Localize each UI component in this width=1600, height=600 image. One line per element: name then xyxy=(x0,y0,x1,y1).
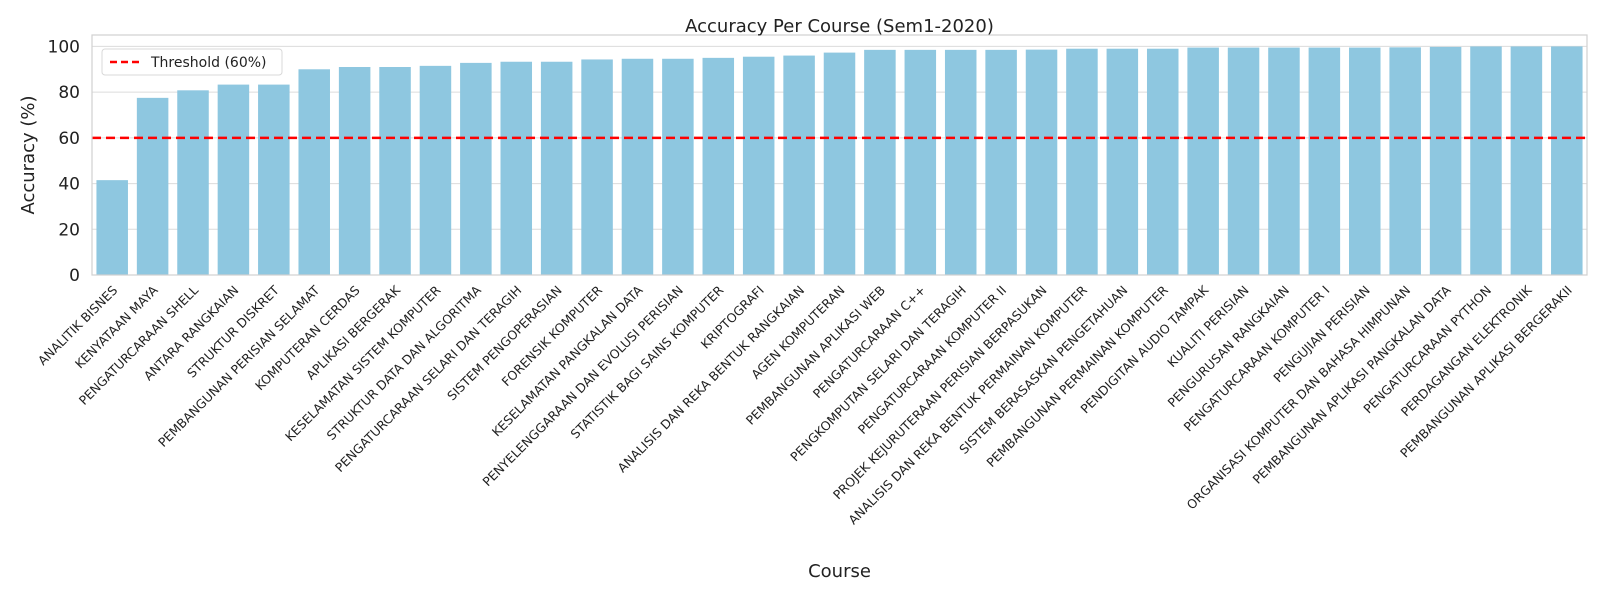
bar xyxy=(1227,47,1260,276)
bar xyxy=(1470,46,1502,275)
bar xyxy=(379,67,411,275)
bar xyxy=(258,84,290,275)
bar xyxy=(581,59,613,276)
bar xyxy=(500,61,533,275)
bar xyxy=(298,69,330,276)
bar xyxy=(823,52,856,275)
bar xyxy=(1146,48,1179,275)
chart-title: Accuracy Per Course (Sem1-2020) xyxy=(685,16,994,37)
bar xyxy=(1268,47,1300,276)
y-tick-label: 60 xyxy=(58,129,80,149)
bar xyxy=(662,58,694,276)
bars xyxy=(96,46,1583,276)
y-tick-label: 100 xyxy=(48,37,80,57)
y-tick-label: 40 xyxy=(58,175,80,195)
y-axis-title: Accuracy (%) xyxy=(18,95,39,214)
bar xyxy=(904,49,937,275)
bar xyxy=(460,62,492,276)
bar xyxy=(1389,47,1421,275)
bar xyxy=(419,65,452,275)
bar xyxy=(864,49,896,275)
bar xyxy=(540,61,573,275)
bar xyxy=(1510,46,1543,275)
bar xyxy=(702,57,735,275)
bar xyxy=(1429,46,1462,276)
bar xyxy=(985,49,1017,275)
legend: Threshold (60%) xyxy=(101,48,283,76)
bar xyxy=(177,90,209,275)
bar xyxy=(1066,48,1098,275)
x-axis-title: Course xyxy=(808,561,871,582)
bar xyxy=(621,58,654,276)
bar xyxy=(1551,46,1583,275)
y-tick-label: 0 xyxy=(69,266,80,286)
bar xyxy=(217,84,250,275)
legend-threshold-label: Threshold (60%) xyxy=(150,55,267,71)
bar xyxy=(1308,47,1341,276)
bar xyxy=(944,49,977,275)
bar xyxy=(1349,47,1381,276)
y-tick-label: 80 xyxy=(58,83,80,103)
plot-frame xyxy=(91,34,1588,276)
bar xyxy=(338,67,371,275)
bar xyxy=(96,180,128,275)
bar xyxy=(1025,49,1058,275)
bar xyxy=(1106,48,1139,275)
bar xyxy=(1187,47,1219,276)
y-axis-ticks: 0 20 40 60 80 100 xyxy=(48,37,80,286)
bar xyxy=(783,55,815,276)
bar xyxy=(136,97,169,275)
y-tick-label: 20 xyxy=(58,220,80,240)
legend-box xyxy=(101,48,283,76)
bar xyxy=(742,56,775,275)
